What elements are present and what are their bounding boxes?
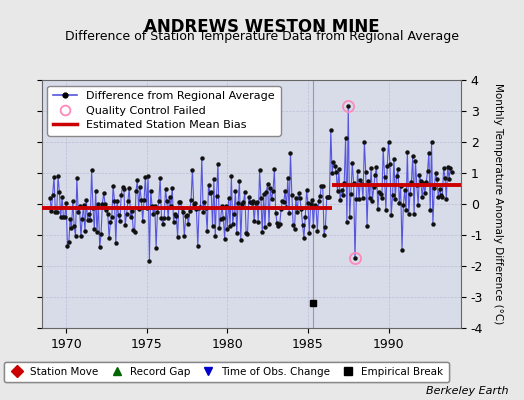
Text: Berkeley Earth: Berkeley Earth xyxy=(426,386,508,396)
Y-axis label: Monthly Temperature Anomaly Difference (°C): Monthly Temperature Anomaly Difference (… xyxy=(493,83,503,325)
Legend: Station Move, Record Gap, Time of Obs. Change, Empirical Break: Station Move, Record Gap, Time of Obs. C… xyxy=(4,362,449,382)
Text: ANDREWS WESTON MINE: ANDREWS WESTON MINE xyxy=(144,18,380,36)
Text: Difference of Station Temperature Data from Regional Average: Difference of Station Temperature Data f… xyxy=(65,30,459,43)
